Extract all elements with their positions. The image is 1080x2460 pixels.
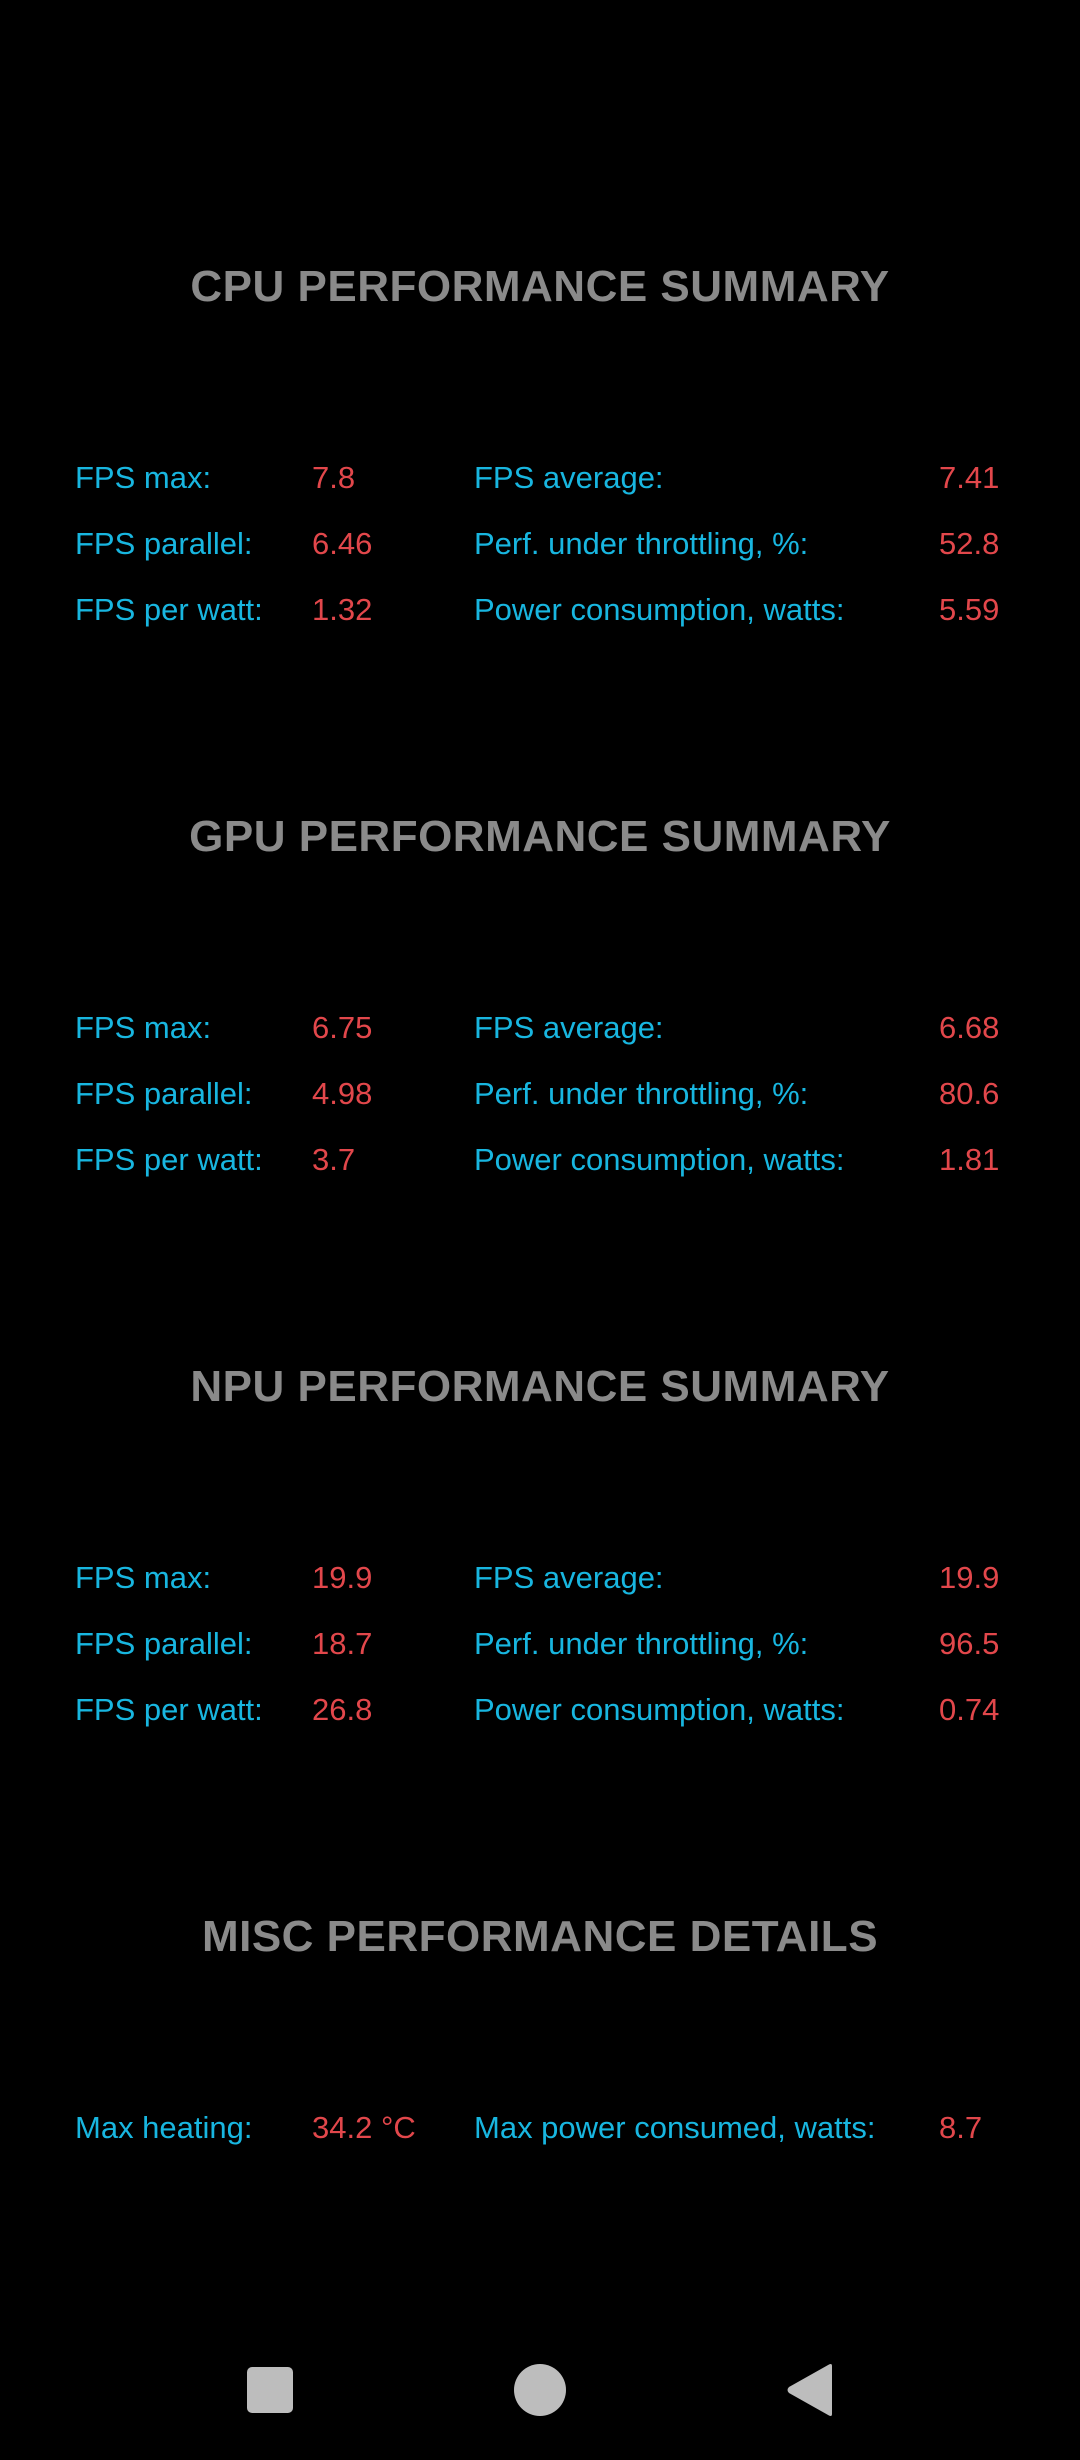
square-icon bbox=[247, 2367, 293, 2413]
npu-row-1: FPS max: 19.9 FPS average: 19.9 bbox=[0, 1548, 1080, 1608]
metric-value: 3.7 bbox=[312, 1142, 356, 1177]
metric-value: 19.9 bbox=[312, 1560, 373, 1595]
metric-label: Perf. under throttling, %: bbox=[474, 1626, 809, 1661]
cpu-row-3: FPS per watt: 1.32 Power consumption, wa… bbox=[0, 580, 1080, 640]
metric-value: 5.59 bbox=[939, 592, 1000, 627]
metric-value: 0.74 bbox=[939, 1692, 1000, 1727]
metric-label: FPS average: bbox=[474, 1560, 664, 1595]
back-button[interactable] bbox=[750, 2340, 870, 2440]
metric-value: 7.8 bbox=[312, 460, 356, 495]
triangle-back-icon bbox=[787, 2364, 832, 2416]
npu-row-2: FPS parallel: 18.7 Perf. under throttlin… bbox=[0, 1614, 1080, 1674]
metric-value: 7.41 bbox=[939, 460, 1000, 495]
metric-label: FPS average: bbox=[474, 460, 664, 495]
cpu-section-title: CPU PERFORMANCE SUMMARY bbox=[190, 262, 890, 311]
metric-label: FPS parallel: bbox=[75, 1626, 253, 1661]
gpu-section-title: GPU PERFORMANCE SUMMARY bbox=[189, 812, 891, 861]
misc-section-title: MISC PERFORMANCE DETAILS bbox=[201, 1912, 879, 1961]
metric-value: 6.75 bbox=[312, 1010, 373, 1045]
gpu-row-1: FPS max: 6.75 FPS average: 6.68 bbox=[0, 998, 1080, 1058]
recents-button[interactable] bbox=[210, 2340, 330, 2440]
metric-label: FPS average: bbox=[474, 1010, 664, 1045]
metric-value: 52.8 bbox=[939, 526, 1000, 561]
metric-label: FPS per watt: bbox=[75, 592, 263, 627]
metric-value: 80.6 bbox=[939, 1076, 1000, 1111]
system-navigation-bar bbox=[0, 2340, 1080, 2440]
metric-value: 1.81 bbox=[939, 1142, 1000, 1177]
metric-value: 96.5 bbox=[939, 1626, 1000, 1661]
metric-label: FPS max: bbox=[75, 1560, 212, 1595]
metric-label: FPS parallel: bbox=[75, 1076, 253, 1111]
metric-label: Perf. under throttling, %: bbox=[474, 1076, 809, 1111]
npu-section-title: NPU PERFORMANCE SUMMARY bbox=[190, 1362, 890, 1411]
npu-row-3: FPS per watt: 26.8 Power consumption, wa… bbox=[0, 1680, 1080, 1740]
metric-label: Power consumption, watts: bbox=[474, 592, 845, 627]
metric-label: FPS per watt: bbox=[75, 1692, 263, 1727]
metric-label: Perf. under throttling, %: bbox=[474, 526, 809, 561]
home-button[interactable] bbox=[480, 2340, 600, 2440]
metric-value: 34.2 °C bbox=[312, 2110, 416, 2145]
metric-value: 1.32 bbox=[312, 592, 373, 627]
metric-value: 6.46 bbox=[312, 526, 373, 561]
metric-label: FPS parallel: bbox=[75, 526, 253, 561]
cpu-row-1: FPS max: 7.8 FPS average: 7.41 bbox=[0, 448, 1080, 508]
metric-label: Power consumption, watts: bbox=[474, 1142, 845, 1177]
metric-label: Max power consumed, watts: bbox=[474, 2110, 876, 2145]
circle-icon bbox=[514, 2364, 566, 2416]
cpu-row-2: FPS parallel: 6.46 Perf. under throttlin… bbox=[0, 514, 1080, 574]
metric-value: 4.98 bbox=[312, 1076, 373, 1111]
metric-label: Max heating: bbox=[75, 2110, 253, 2145]
metric-label: FPS max: bbox=[75, 460, 212, 495]
metric-value: 8.7 bbox=[939, 2110, 983, 2145]
gpu-row-3: FPS per watt: 3.7 Power consumption, wat… bbox=[0, 1130, 1080, 1190]
metric-value: 6.68 bbox=[939, 1010, 1000, 1045]
misc-row-1: Max heating: 34.2 °C Max power consumed,… bbox=[0, 2098, 1080, 2158]
metric-value: 18.7 bbox=[312, 1626, 373, 1661]
metric-label: FPS per watt: bbox=[75, 1142, 263, 1177]
metric-value: 19.9 bbox=[939, 1560, 1000, 1595]
metric-value: 26.8 bbox=[312, 1692, 373, 1727]
gpu-row-2: FPS parallel: 4.98 Perf. under throttlin… bbox=[0, 1064, 1080, 1124]
metric-label: Power consumption, watts: bbox=[474, 1692, 845, 1727]
metric-label: FPS max: bbox=[75, 1010, 212, 1045]
